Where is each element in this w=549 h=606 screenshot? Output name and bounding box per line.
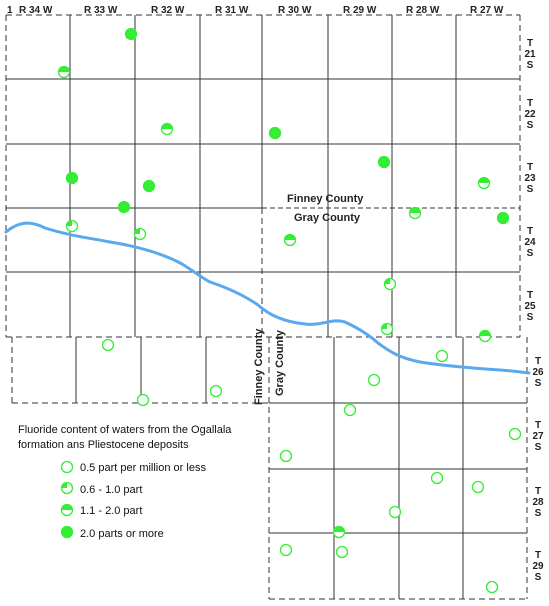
legend: Fluoride content of waters from the Ogal… bbox=[18, 424, 232, 540]
well-marker-quarter bbox=[380, 322, 394, 336]
well-marker-half bbox=[478, 329, 492, 343]
well-marker-empty bbox=[435, 349, 449, 363]
well-marker-full bbox=[142, 179, 156, 193]
well-marker-empty bbox=[430, 471, 444, 485]
well-marker-half bbox=[160, 122, 174, 136]
well-marker-full bbox=[377, 155, 391, 169]
range-label: R 31 W bbox=[215, 5, 249, 16]
range-label: R 28 W bbox=[406, 5, 440, 16]
well-marker-full bbox=[124, 27, 138, 41]
well-marker-quarter bbox=[133, 227, 147, 241]
range-label: R 27 W bbox=[470, 5, 504, 16]
county-label-gray: Gray County bbox=[294, 212, 361, 224]
township-label: T 28 S bbox=[532, 486, 544, 519]
well-marker-full bbox=[268, 126, 282, 140]
well-marker-half bbox=[57, 65, 71, 79]
well-marker-empty bbox=[60, 460, 74, 474]
well-marker-empty bbox=[388, 505, 402, 519]
legend-title: Fluoride content of waters from the Ogal… bbox=[18, 424, 232, 436]
well-marker-empty bbox=[485, 580, 499, 594]
well-marker-full bbox=[496, 211, 510, 225]
township-label: T 29 S bbox=[532, 550, 544, 583]
well-marker-empty bbox=[367, 373, 381, 387]
township-label: T 24 S bbox=[524, 226, 536, 259]
well-marker-quarter bbox=[60, 481, 74, 495]
well-marker-half bbox=[332, 525, 346, 539]
corner-number: 1 bbox=[7, 5, 13, 16]
range-label: R 34 W bbox=[19, 5, 53, 16]
range-label: R 32 W bbox=[151, 5, 185, 16]
well-marker-empty bbox=[471, 480, 485, 494]
well-marker-empty bbox=[343, 403, 357, 417]
township-label: T 22 S bbox=[524, 98, 536, 131]
well-marker-empty bbox=[335, 545, 349, 559]
county-label-finney-vertical: Finney County bbox=[253, 328, 265, 405]
range-label: R 33 W bbox=[84, 5, 118, 16]
well-marker-half bbox=[60, 503, 74, 517]
legend-symbols bbox=[60, 460, 74, 539]
well-marker-empty bbox=[136, 393, 150, 407]
township-label: T 23 S bbox=[524, 162, 536, 195]
well-marker-empty bbox=[279, 543, 293, 557]
legend-item-label: 0.6 - 1.0 part bbox=[80, 484, 142, 496]
legend-item-label: 0.5 part per million or less bbox=[80, 462, 206, 474]
well-marker-half bbox=[477, 176, 491, 190]
well-marker-empty bbox=[101, 338, 115, 352]
well-marker-quarter bbox=[65, 219, 79, 233]
well-marker-full bbox=[117, 200, 131, 214]
range-label: R 29 W bbox=[343, 5, 377, 16]
well-marker-empty bbox=[209, 384, 223, 398]
well-marker-full bbox=[65, 171, 79, 185]
well-marker-empty bbox=[279, 449, 293, 463]
well-marker-half bbox=[283, 233, 297, 247]
legend-item-label: 1.1 - 2.0 part bbox=[80, 505, 142, 517]
well-marker-half bbox=[408, 206, 422, 220]
well-markers bbox=[57, 27, 522, 594]
well-marker-empty bbox=[508, 427, 522, 441]
township-label: T 26 S bbox=[532, 356, 544, 389]
county-label-gray-vertical: Gray County bbox=[274, 329, 286, 396]
legend-title: formation ans Pliestocene deposits bbox=[18, 439, 189, 451]
township-label: T 25 S bbox=[524, 290, 536, 323]
well-marker-full bbox=[60, 525, 74, 539]
township-label: T 21 S bbox=[524, 38, 536, 71]
range-label: R 30 W bbox=[278, 5, 312, 16]
township-labels: T 21 S T 22 S T 23 S T 24 S T 25 S T 26 S T 27 S T 28 S … bbox=[524, 38, 544, 583]
river bbox=[4, 221, 531, 375]
county-boundary bbox=[5, 14, 528, 600]
township-label: T 27 S bbox=[532, 420, 544, 453]
county-label-finney: Finney County bbox=[287, 193, 364, 205]
legend-item-label: 2.0 parts or more bbox=[80, 528, 164, 540]
well-marker-quarter bbox=[383, 277, 397, 291]
